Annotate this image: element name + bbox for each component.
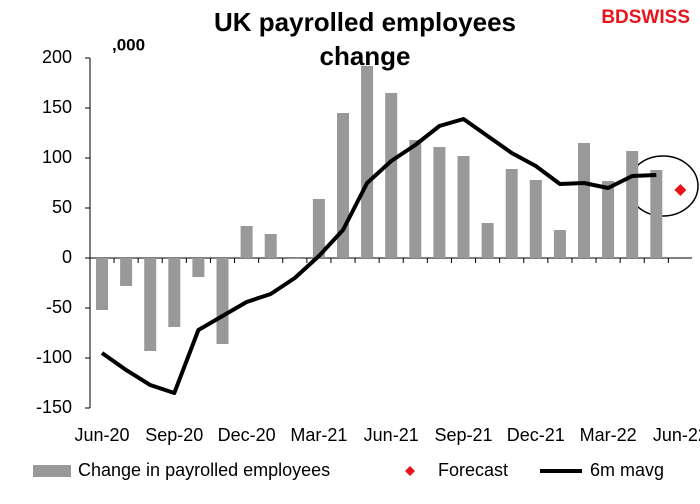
bar (120, 258, 133, 286)
x-tick-label: Sep-21 (434, 425, 492, 445)
y-tick-label: 50 (52, 197, 72, 217)
bar (578, 143, 590, 258)
legend-swatch (33, 465, 71, 477)
x-tick-label: Jun-20 (74, 425, 129, 445)
legend-label: Forecast (438, 460, 508, 480)
bar (96, 258, 108, 310)
y-tick-label: 200 (42, 47, 72, 67)
bar (529, 180, 542, 258)
x-tick-label: Jun-22 (653, 425, 700, 445)
bar (312, 199, 325, 258)
brand-logo: BDSWISS (601, 7, 690, 28)
legend-label: 6m mavg (590, 460, 664, 480)
y-tick-label: -100 (36, 347, 72, 367)
bar (457, 156, 470, 258)
x-tick-label: Mar-21 (290, 425, 347, 445)
x-tick-label: Jun-21 (364, 425, 419, 445)
bar (505, 169, 518, 258)
y-tick-label: 150 (42, 97, 72, 117)
line (100, 117, 657, 395)
x-tick-label: Dec-21 (507, 425, 565, 445)
bar (553, 230, 566, 258)
bar (168, 258, 181, 327)
y-tick-label: -50 (46, 297, 72, 317)
legend-swatch (405, 466, 415, 476)
x-tick-label: Mar-22 (580, 425, 637, 445)
highlight-circle (627, 155, 699, 217)
bar (409, 140, 422, 258)
y-tick-label: 0 (62, 247, 72, 267)
x-tick-label: Dec-20 (218, 425, 276, 445)
x-tick-label: Sep-20 (145, 425, 203, 445)
bar (361, 66, 374, 258)
bar (192, 258, 205, 277)
bar (481, 223, 494, 258)
y-tick-label: -150 (36, 397, 72, 417)
y-tick-label: 100 (42, 147, 72, 167)
bar (240, 226, 253, 258)
bar (144, 258, 157, 351)
bar (602, 181, 615, 258)
legend-label: Change in payrolled employees (78, 460, 330, 480)
bar (216, 258, 229, 344)
bar (650, 170, 663, 258)
bar (626, 151, 639, 258)
chart-title: UK payrolled employees change (214, 7, 516, 71)
bar (288, 258, 301, 259)
bar (264, 234, 277, 258)
bar (433, 147, 446, 258)
unit-label: ,000 (112, 35, 145, 54)
forecast-point (674, 184, 687, 196)
bar (385, 93, 398, 258)
